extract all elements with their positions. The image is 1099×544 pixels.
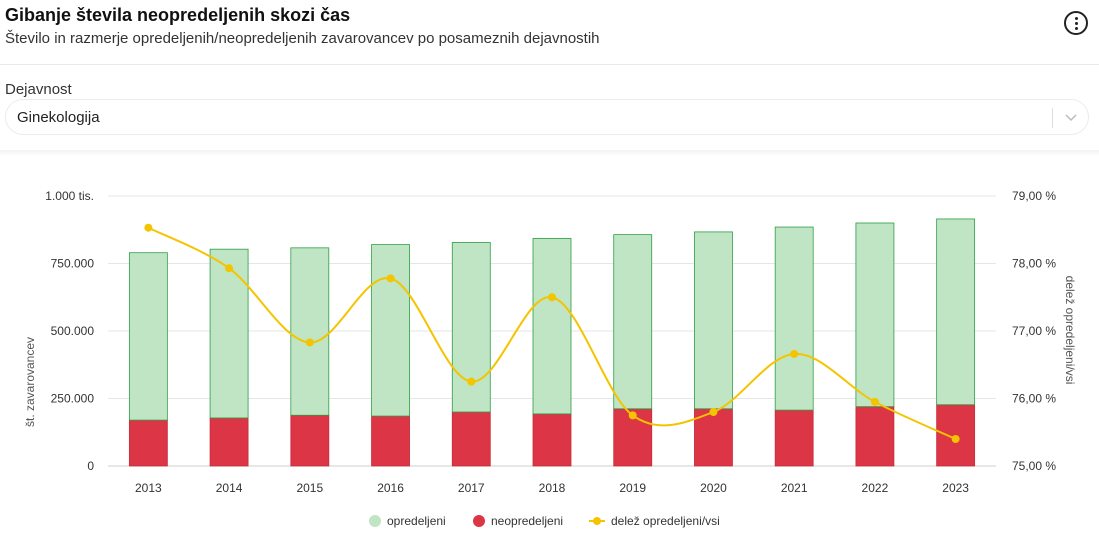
more-vertical-icon xyxy=(1074,16,1078,20)
right-tick-label: 79,00 % xyxy=(1012,189,1056,203)
legend-label-delez: delež opredeljeni/vsi xyxy=(611,514,720,528)
panel-divider xyxy=(0,150,1099,156)
x-axis-ticks: 2013 2014 2015 2016 2017 2018 2019 2020 2021 2022… xyxy=(135,481,969,495)
bar-opredeljeni xyxy=(694,231,733,410)
bar-opredeljeni xyxy=(532,237,572,415)
left-axis-ticks: 0 250.000 500.000 750.000 1.000 tis. xyxy=(45,189,94,473)
delez-point xyxy=(225,264,234,273)
chart-title: Gibanje števila neopredeljenih skozi čas xyxy=(5,5,351,25)
bar-opredeljeni xyxy=(613,234,653,410)
bar-neopredeljeni xyxy=(451,411,491,467)
delez-point xyxy=(548,293,556,302)
bar-neopredeljeni xyxy=(532,413,572,467)
x-tick-label: 2021 xyxy=(781,481,808,495)
more-vertical-icon-dot xyxy=(1074,26,1078,30)
delez-point xyxy=(467,377,476,386)
dejavnost-select[interactable]: Ginekologija xyxy=(5,99,1089,135)
stacked-bar-line-chart: 0 250.000 500.000 750.000 1.000 tis. 75,00 %… xyxy=(23,189,1077,495)
legend-swatch-neopredeljeni xyxy=(473,515,485,527)
bar-neopredeljeni xyxy=(774,409,814,467)
delez-point xyxy=(386,274,395,283)
right-axis-title: delež opredeljeni/vsi xyxy=(1063,276,1077,385)
bar-opredeljeni xyxy=(209,248,249,419)
delez-point xyxy=(951,435,960,443)
legend-label-neopredeljeni: neopredeljeni xyxy=(491,514,564,528)
bar-neopredeljeni xyxy=(128,419,168,467)
dejavnost-select-value: Ginekologija xyxy=(17,109,100,126)
delez-point xyxy=(628,411,637,420)
left-tick-label: 500.000 xyxy=(51,324,95,338)
right-tick-label: 76,00 % xyxy=(1012,392,1056,406)
chart-subtitle: Število in razmerje opredeljenih/neopred… xyxy=(5,30,600,47)
bar-opredeljeni xyxy=(774,226,814,411)
legend-swatch-delez xyxy=(589,515,605,527)
chart-legend: opredeljeni neopredeljeni delež opredelj… xyxy=(0,514,1099,534)
delez-line-group xyxy=(144,223,960,443)
delez-line xyxy=(147,226,957,440)
bar-opredeljeni xyxy=(290,247,330,416)
bar-opredeljeni xyxy=(855,222,895,408)
right-tick-label: 75,00 % xyxy=(1012,459,1056,473)
right-tick-label: 77,00 % xyxy=(1012,324,1056,338)
left-axis-title: št. zavarovancev xyxy=(23,337,37,427)
more-options-button[interactable] xyxy=(1064,11,1088,35)
bar-neopredeljeni xyxy=(855,406,895,467)
filter-label: Dejavnost xyxy=(5,81,72,98)
x-tick-label: 2022 xyxy=(862,481,889,495)
legend-label-opredeljeni: opredeljeni xyxy=(387,514,446,528)
delez-point xyxy=(790,349,799,358)
x-tick-label: 2020 xyxy=(700,481,727,495)
select-divider xyxy=(1052,108,1053,128)
legend-item-delez[interactable]: delež opredeljeni/vsi xyxy=(589,514,720,528)
left-tick-label: 750.000 xyxy=(51,257,95,271)
x-tick-label: 2019 xyxy=(619,481,646,495)
x-tick-label: 2023 xyxy=(942,481,969,495)
delez-point xyxy=(709,408,718,416)
x-tick-label: 2017 xyxy=(458,481,485,495)
left-tick-label: 1.000 tis. xyxy=(45,189,94,203)
bar-opredeljeni xyxy=(936,218,976,406)
right-tick-label: 78,00 % xyxy=(1012,257,1056,271)
bar-opredeljeni xyxy=(371,244,410,417)
bar-opredeljeni xyxy=(451,242,491,413)
chevron-down-icon[interactable] xyxy=(1064,110,1078,124)
x-tick-label: 2015 xyxy=(296,481,323,495)
header-divider xyxy=(0,64,1099,65)
x-tick-label: 2018 xyxy=(539,481,566,495)
bars-group xyxy=(128,218,976,467)
x-tick-label: 2016 xyxy=(377,481,404,495)
x-tick-label: 2013 xyxy=(135,481,162,495)
bar-neopredeljeni xyxy=(694,408,733,467)
left-tick-label: 250.000 xyxy=(51,392,95,406)
bar-opredeljeni xyxy=(128,252,168,421)
legend-swatch-opredeljeni xyxy=(369,515,381,527)
legend-item-neopredeljeni[interactable]: neopredeljeni xyxy=(473,514,563,528)
bar-neopredeljeni xyxy=(290,414,330,467)
x-tick-label: 2014 xyxy=(216,481,243,495)
right-axis-ticks: 75,00 % 76,00 % 77,00 % 78,00 % 79,00 % xyxy=(1012,189,1056,473)
bar-neopredeljeni xyxy=(209,417,249,467)
delez-point xyxy=(305,338,314,347)
more-vertical-icon-dot xyxy=(1074,21,1078,25)
delez-point xyxy=(144,223,153,232)
left-tick-label: 0 xyxy=(87,459,94,473)
delez-point xyxy=(870,397,879,406)
bar-neopredeljeni xyxy=(371,415,410,467)
legend-item-opredeljeni[interactable]: opredeljeni xyxy=(369,514,446,528)
